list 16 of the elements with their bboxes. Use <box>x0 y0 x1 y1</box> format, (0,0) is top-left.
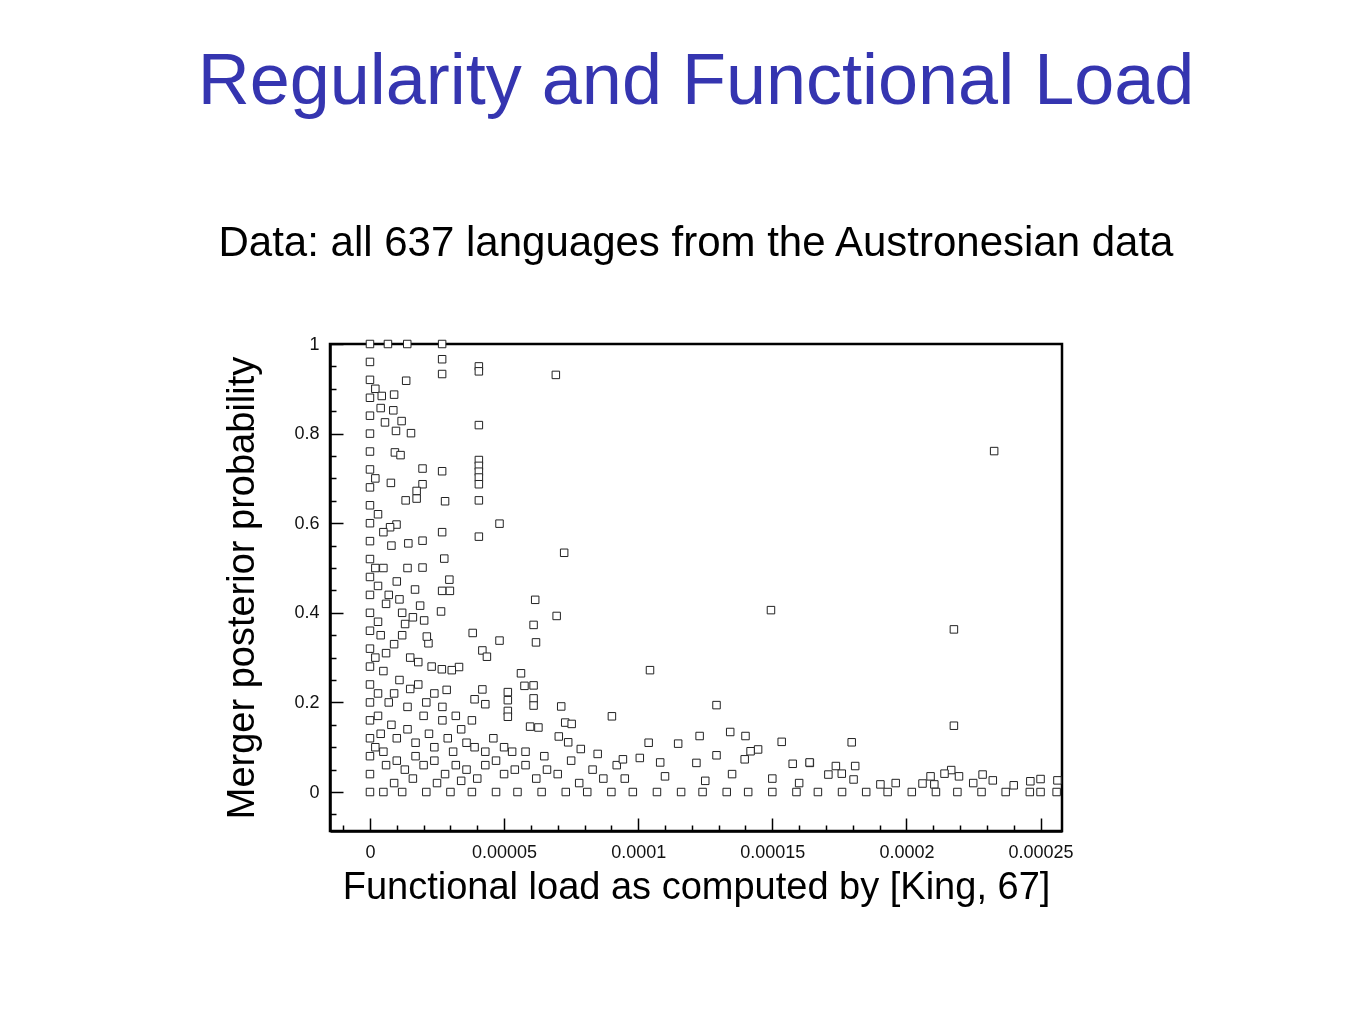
x-tick-label: 0.0002 <box>879 841 935 862</box>
y-tick-label: 0.4 <box>294 602 320 623</box>
chart-subtitle: Data: all 637 languages from the Austronesian data <box>218 218 1175 265</box>
x-axis-title: Functional load as computed by [King, 67] <box>342 864 1051 907</box>
x-tick-label: 0.00015 <box>740 841 806 862</box>
y-axis-title: Merger posterior probability <box>220 356 263 820</box>
y-tick-label: 0 <box>309 781 320 802</box>
y-tick-label: 0.6 <box>294 512 320 533</box>
x-tick-label: 0 <box>365 841 376 862</box>
y-tick-label: 1 <box>309 333 320 354</box>
x-tick-label: 0.00025 <box>1008 841 1074 862</box>
chart-title: Regularity and Functional Load <box>197 39 1195 119</box>
x-tick-label: 0.00005 <box>472 841 538 862</box>
y-tick-label: 0.2 <box>294 691 320 712</box>
y-tick-label: 0.8 <box>294 423 320 444</box>
x-tick-label: 0.0001 <box>611 841 667 862</box>
